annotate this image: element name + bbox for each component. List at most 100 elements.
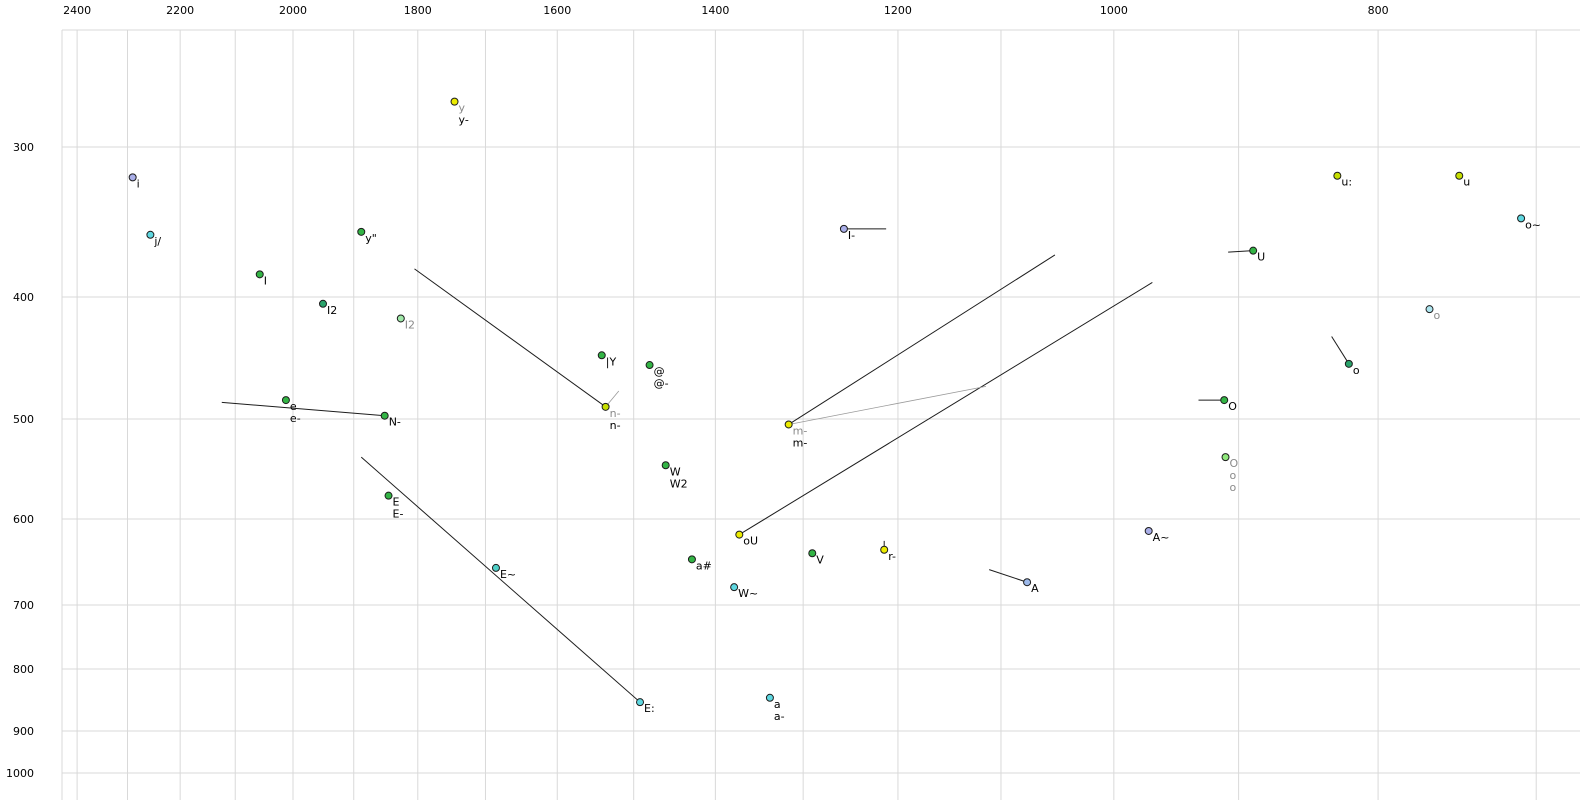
data-point-o-light [1425, 305, 1434, 314]
point-label-W-1: W2 [670, 477, 688, 490]
point-label-o~-0: o~ [1525, 218, 1541, 231]
x-tick-label-1800: 1800 [404, 4, 432, 17]
data-point-O [1220, 396, 1229, 405]
point-label-E~-0: E~ [500, 568, 516, 581]
x-tick-label-2400: 2400 [63, 4, 91, 17]
x-tick-label-1200: 1200 [884, 4, 912, 17]
trajectory-lines [221, 228, 1350, 703]
data-point-oU [735, 530, 744, 539]
axis-tick-labels: 2400 2200 2000 1800 1600 1400 1200 1000 800 300 40… [6, 4, 1389, 780]
point-label-U-0: U [1257, 251, 1265, 264]
data-point-a [765, 693, 774, 702]
data-point-o~ [1517, 214, 1526, 223]
point-label-E-1: E- [393, 508, 404, 521]
y-tick-label-400: 400 [13, 291, 34, 304]
data-point-I- [839, 224, 848, 233]
point-label-m--1: m- [793, 436, 808, 449]
data-point-I2-gray [396, 314, 405, 323]
x-tick-label-1400: 1400 [701, 4, 729, 17]
point-label-u-0: u [1463, 176, 1470, 189]
data-point-y" [357, 227, 366, 236]
point-label-e-0: e [290, 400, 297, 413]
y-tick-label-600: 600 [13, 513, 34, 526]
data-point-@ [645, 361, 654, 370]
point-label-E-0: E [393, 496, 400, 509]
point-label-@-1: @- [654, 377, 669, 390]
data-point-E~ [491, 563, 500, 572]
y-tick-label-500: 500 [13, 413, 34, 426]
point-label-A~-0: A~ [1153, 531, 1170, 544]
trajectory-line-10 [1228, 250, 1254, 253]
point-label-O-stack-2: o [1230, 481, 1237, 494]
point-label-a#-0: a# [696, 559, 712, 572]
point-label-N--0: N- [389, 416, 401, 429]
point-label-W-0: W [670, 465, 681, 478]
data-point-e [281, 396, 290, 405]
x-tick-label-800: 800 [1368, 4, 1389, 17]
data-point-|Y [597, 351, 606, 360]
point-label-y"-0: y" [365, 232, 377, 245]
point-label-m--0: m- [793, 424, 808, 437]
point-label-r--0: r- [888, 550, 896, 563]
data-point-V [808, 549, 817, 558]
data-point-U [1249, 246, 1258, 255]
point-label-y-1: y- [459, 114, 469, 127]
data-point-W [661, 461, 670, 470]
point-label-I2-gray-0: I2 [405, 318, 415, 331]
y-tick-label-800: 800 [13, 663, 34, 676]
data-points: yy-i j/I I2 y" I2 ee- N- EE- E~ E: n-n- |Y @@- WW2 a# W… [128, 97, 1541, 723]
data-point-A~ [1144, 526, 1153, 535]
x-tick-label-1000: 1000 [1100, 4, 1128, 17]
y-tick-label-900: 900 [13, 725, 34, 738]
data-point-I2 [318, 299, 327, 308]
trajectory-line-4 [739, 282, 1153, 536]
point-label-O-0: O [1228, 400, 1237, 413]
point-label-E:-0: E: [644, 702, 655, 715]
point-label-n--0: n- [610, 407, 621, 420]
trajectory-line-12 [1331, 336, 1350, 365]
data-point-o [1344, 359, 1353, 368]
data-point-W~ [730, 583, 739, 592]
x-tick-label-2000: 2000 [279, 4, 307, 17]
point-label-o-0: o [1353, 364, 1360, 377]
trajectory-line-9 [989, 569, 1028, 583]
data-point-E: [636, 698, 645, 707]
y-tick-label-300: 300 [13, 141, 34, 154]
point-label-a-0: a [774, 698, 781, 711]
point-label-e-1: e- [290, 412, 301, 425]
point-label-a-1: a- [774, 710, 785, 723]
point-label-I--0: I- [848, 229, 855, 242]
point-label-y-0: y [459, 102, 466, 115]
data-point-N- [380, 411, 389, 420]
x-tick-label-2200: 2200 [166, 4, 194, 17]
data-point-I [255, 270, 264, 279]
gridlines [61, 29, 1580, 800]
point-label-oU-0: oU [743, 535, 758, 548]
point-label-O-stack-0: O [1230, 457, 1239, 470]
data-point-A [1023, 578, 1032, 587]
data-point-i [128, 173, 137, 182]
point-label-V-0: V [816, 553, 824, 566]
data-point-m- [784, 420, 793, 429]
data-point-a# [687, 555, 696, 564]
point-label-A-0: A [1031, 582, 1039, 595]
data-point-n- [601, 402, 610, 411]
data-point-E [384, 491, 393, 500]
x-tick-label-1600: 1600 [543, 4, 571, 17]
trajectory-line-0 [221, 401, 385, 417]
point-label-i-0: i [137, 177, 140, 190]
point-label-I-0: I [264, 274, 267, 287]
y-tick-label-1000: 1000 [6, 767, 34, 780]
data-point-u [1455, 171, 1464, 180]
trajectory-line-3 [360, 456, 641, 703]
trajectory-line-1 [414, 268, 606, 408]
point-label-|Y-0: |Y [606, 355, 617, 368]
data-point-u: [1333, 171, 1342, 180]
point-label-W~-0: W~ [738, 587, 758, 600]
point-label-o-light-0: o [1434, 309, 1441, 322]
point-label-j/-0: j/ [153, 235, 161, 248]
trajectory-line-6 [788, 385, 987, 425]
point-label-n--1: n- [610, 419, 621, 432]
